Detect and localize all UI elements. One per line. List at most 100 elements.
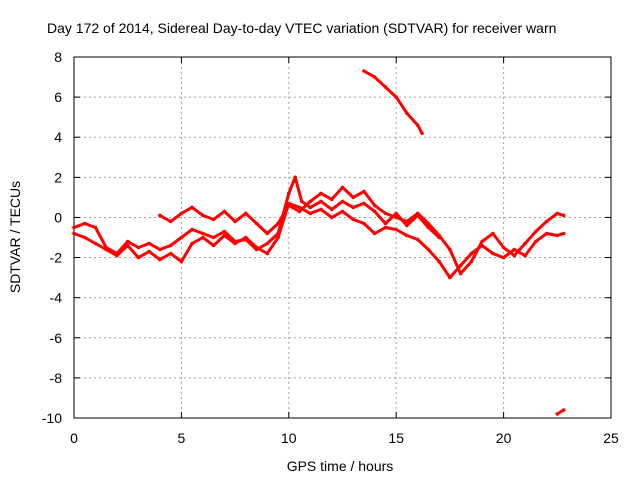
data-point [501, 245, 506, 250]
data-point [125, 243, 130, 248]
data-point [372, 209, 377, 214]
data-point [561, 408, 566, 412]
data-point [211, 243, 216, 248]
data-point [437, 233, 442, 238]
data-point [512, 247, 517, 252]
data-point [308, 211, 313, 216]
data-point [372, 231, 377, 236]
data-point [276, 235, 280, 240]
data-point [458, 263, 463, 268]
data-point [561, 231, 566, 236]
data-point [297, 209, 302, 214]
data-point [448, 275, 452, 280]
data-point [233, 241, 237, 246]
data-point [158, 257, 162, 262]
data-point [168, 219, 173, 224]
data-point [501, 255, 506, 260]
data-point [265, 231, 270, 236]
data-point [330, 207, 334, 212]
data-point [254, 221, 259, 226]
data-point [136, 255, 141, 260]
plot-frame [73, 56, 612, 419]
data-point [394, 211, 399, 216]
data-point [82, 235, 87, 240]
x-tick-label: 5 [178, 430, 186, 446]
data-point [319, 191, 323, 196]
data-point [308, 199, 313, 204]
y-tick-label: 6 [54, 89, 62, 105]
data-point [426, 221, 431, 226]
y-tick-label: 0 [54, 209, 62, 225]
data-point [351, 217, 356, 222]
data-point [222, 233, 227, 238]
data-point [244, 235, 248, 240]
data-point [351, 205, 356, 210]
data-point [372, 75, 377, 79]
data-point [544, 219, 549, 224]
x-tick-label: 10 [281, 430, 297, 446]
y-tick-label: -6 [50, 330, 63, 346]
data-point [383, 211, 388, 216]
data-point [82, 221, 87, 226]
data-point [340, 209, 345, 214]
data-point [383, 85, 388, 89]
data-point [469, 259, 474, 264]
data-point [319, 207, 323, 212]
data-point [555, 233, 560, 238]
data-point [158, 213, 162, 218]
y-tick-label: -2 [50, 250, 63, 266]
data-point [480, 239, 484, 244]
data-point [534, 229, 538, 234]
data-point [287, 203, 291, 208]
data-point [405, 223, 409, 228]
y-axis-label: SDTVAR / TECUs [7, 181, 23, 293]
data-point [415, 237, 420, 242]
data-point [179, 211, 184, 216]
data-point [254, 245, 259, 250]
data-point [351, 195, 356, 200]
x-axis: 0 5 10 15 20 25 [70, 57, 619, 446]
data-point [168, 251, 173, 256]
series-line-track-1 [72, 175, 441, 255]
y-tick-label: -8 [50, 370, 63, 386]
data-point [362, 201, 366, 206]
data-point [523, 241, 527, 246]
data-point [383, 225, 388, 230]
data-point [211, 235, 216, 240]
data-point [394, 95, 399, 99]
data-point [147, 241, 151, 246]
data-point [308, 205, 313, 210]
data-point [287, 191, 291, 196]
series-line-track-4 [362, 69, 424, 135]
data-point [201, 235, 205, 240]
data-point [405, 219, 409, 224]
data-point [458, 271, 463, 276]
x-axis-label: GPS time / hours [287, 458, 394, 474]
data-point [394, 227, 399, 232]
data-point [299, 199, 304, 204]
data-point [125, 239, 130, 244]
y-tick-label: 8 [54, 49, 62, 65]
data-point [293, 175, 298, 180]
y-tick-label: 2 [54, 169, 62, 185]
data-point [72, 231, 76, 236]
y-tick-label: -4 [50, 290, 63, 306]
data-point [190, 227, 194, 232]
series-group [72, 69, 566, 416]
data-point [383, 221, 388, 226]
data-point [362, 69, 366, 73]
data-point [319, 199, 323, 204]
data-point [437, 259, 442, 264]
data-point [362, 221, 366, 226]
data-point [420, 131, 424, 135]
data-point [405, 233, 409, 238]
data-point [115, 253, 119, 258]
data-point [211, 217, 216, 222]
data-point [426, 247, 431, 252]
data-point [222, 209, 227, 214]
data-point [93, 241, 98, 246]
data-point [201, 213, 205, 218]
data-point [72, 225, 76, 230]
data-point [244, 211, 248, 216]
